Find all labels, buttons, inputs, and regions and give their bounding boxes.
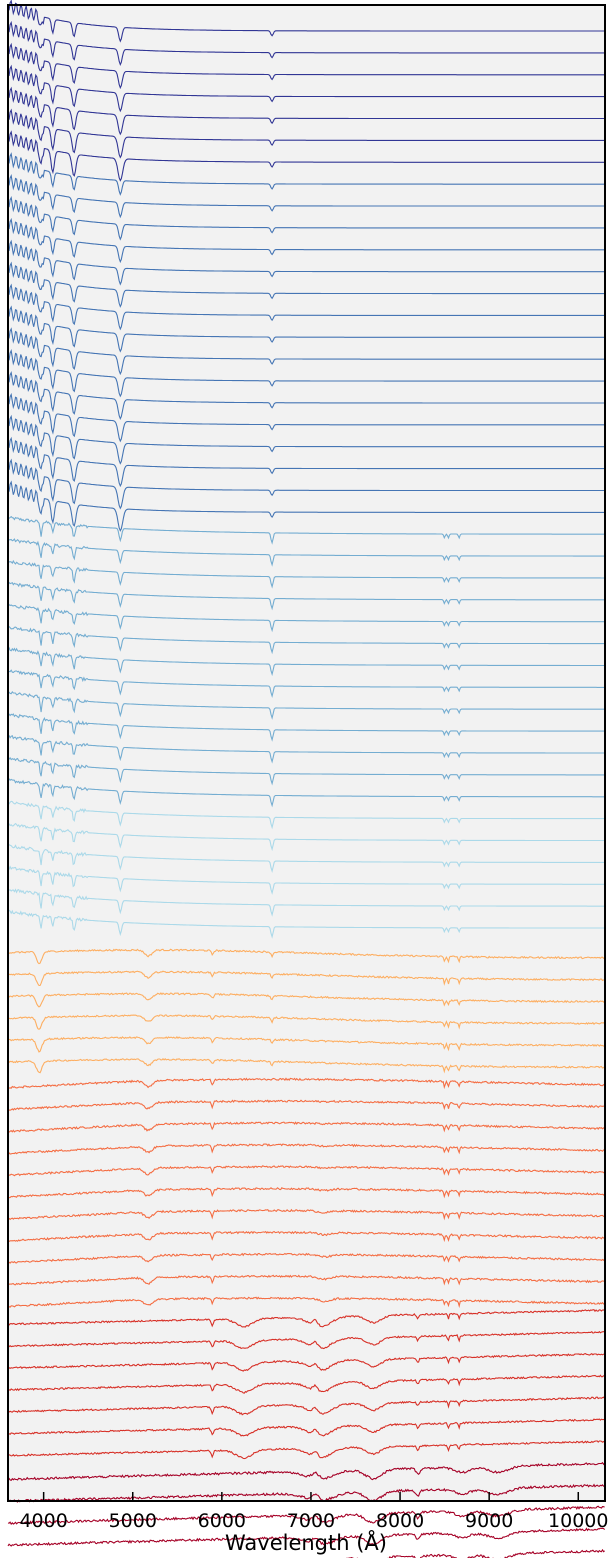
spectrum-line — [7, 515, 605, 545]
x-axis-ticks: 4000 5000 6000 7000 8000 9000 10000 — [19, 1492, 608, 1532]
spectrum-line — [7, 1274, 605, 1286]
spectrum-line — [7, 1353, 605, 1372]
spectrum-line — [7, 1230, 605, 1243]
spectrum-line — [7, 436, 605, 488]
spectrum-line — [7, 64, 605, 113]
spectrum-line — [7, 327, 605, 376]
spectrum-line — [7, 1058, 605, 1074]
spectrum-line — [7, 392, 605, 443]
spectrum-line — [7, 888, 605, 917]
spectrum-line — [7, 1252, 606, 1264]
spectrum-line — [7, 1187, 606, 1199]
spectrum-line — [7, 1440, 605, 1460]
spectrum-line — [7, 458, 605, 510]
spectrum-line — [7, 130, 605, 182]
spectrum-line — [8, 1483, 605, 1503]
spectrum-line — [7, 909, 605, 939]
x-tick-label: 7000 — [287, 1510, 335, 1532]
spectrum-line — [7, 480, 605, 532]
spectrum-line — [7, 1296, 605, 1309]
spectrum-line — [7, 992, 606, 1008]
spectrum-line — [7, 1208, 605, 1221]
spectrum-line — [7, 195, 605, 241]
spectrum-line — [7, 778, 605, 808]
spectrum-line — [7, 800, 605, 830]
spectrum-line — [7, 86, 605, 136]
spectrum-line — [7, 843, 605, 873]
spectrum-line — [7, 603, 605, 633]
spectrum-line — [7, 646, 605, 677]
spectrum-line — [7, 174, 605, 219]
spectrum-line — [7, 625, 605, 655]
spectrum-line — [7, 948, 605, 965]
x-tick-label: 6000 — [198, 1510, 246, 1532]
spectrum-line — [7, 1418, 605, 1437]
x-tick-label: 5000 — [109, 1510, 157, 1532]
spectrum-line — [7, 349, 605, 398]
spectrum-line — [7, 217, 605, 264]
spectrum-line — [7, 283, 605, 331]
spectrum-line — [7, 669, 605, 698]
spectrum-line — [7, 1374, 605, 1394]
spectrum-line — [7, 559, 605, 589]
spectrum-line — [7, 970, 605, 987]
spectrum-line — [7, 42, 605, 90]
spectrum-line — [7, 1461, 606, 1481]
spectrum-line — [7, 239, 605, 286]
spectrum-line — [7, 108, 605, 159]
spectrum-line — [7, 1077, 605, 1090]
spectrum-line — [346, 1548, 605, 1558]
spectrum-line — [7, 735, 605, 764]
spectrum-line — [7, 1330, 605, 1350]
spectrum-line — [7, 1143, 605, 1155]
spectrum-line — [7, 261, 605, 308]
spectrum-line — [7, 370, 605, 420]
spectrum-line — [7, 414, 605, 465]
spectrum-line — [7, 1036, 605, 1053]
spectrum-line — [7, 865, 605, 895]
x-tick-label: 4000 — [19, 1510, 67, 1532]
plot-frame — [7, 4, 606, 1502]
spectrum-line — [7, 1121, 605, 1133]
spectrum-line — [7, 1505, 605, 1526]
x-axis-title: Wavelength (Å) — [225, 1529, 387, 1555]
x-tick-label: 9000 — [465, 1510, 513, 1532]
spectrum-line — [7, 305, 605, 353]
spectrum-line — [7, 756, 605, 786]
spectrum-line — [7, 1099, 605, 1111]
x-tick-label: 10000 — [548, 1510, 608, 1532]
spectrum-line — [7, 1396, 606, 1416]
spectrum-line — [7, 538, 605, 567]
spectrum-line — [7, 20, 605, 66]
spectrum-line — [7, 581, 605, 611]
spectrum-line — [7, 1527, 606, 1547]
spectrum-line — [7, 152, 605, 196]
spectrum-line — [7, 822, 605, 852]
spectrum-line — [7, 0, 605, 43]
spectrum-line — [7, 713, 605, 742]
spectra-group — [7, 0, 606, 1558]
spectrum-line — [7, 690, 605, 720]
spectrum-line — [7, 1165, 605, 1177]
spectrum-line — [7, 1309, 605, 1328]
x-tick-label: 8000 — [376, 1510, 424, 1532]
spectrum-line — [7, 1014, 605, 1030]
